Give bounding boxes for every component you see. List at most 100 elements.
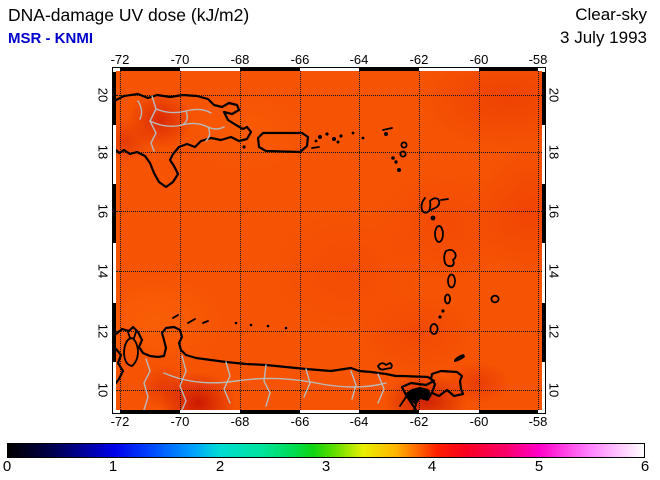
lon-tick-bottom--70: -70 bbox=[170, 414, 190, 429]
coastline-guajira bbox=[116, 347, 125, 385]
island-marie-galante bbox=[430, 215, 436, 221]
lon-tick-bottom--68: -68 bbox=[230, 414, 250, 429]
zebra-segment bbox=[541, 362, 545, 413]
zebra-segment bbox=[538, 68, 545, 72]
colorbar-label-5: 5 bbox=[534, 458, 544, 475]
gridline-lon--58 bbox=[538, 71, 539, 410]
zebra-segment bbox=[300, 409, 359, 413]
zebra-segment bbox=[180, 68, 240, 72]
island-anguilla bbox=[382, 127, 393, 131]
island-st-kitts bbox=[391, 156, 395, 160]
lon-tick-top--58: -58 bbox=[528, 52, 548, 67]
lon-tick-top--66: -66 bbox=[290, 52, 310, 67]
lat-tick-right-14: 14 bbox=[546, 263, 562, 279]
gridline-lon--62 bbox=[419, 71, 420, 410]
colorbar-label-1: 1 bbox=[108, 458, 118, 475]
zebra-segment bbox=[419, 68, 479, 72]
zebra-segment bbox=[541, 243, 545, 303]
island-guadeloupe bbox=[420, 197, 441, 214]
island-vieques bbox=[311, 146, 320, 149]
island-st-martin bbox=[384, 132, 388, 136]
gridline-lon--70 bbox=[180, 71, 181, 410]
island-grenadines-2 bbox=[438, 315, 442, 319]
lat-tick-left-18: 18 bbox=[95, 144, 111, 160]
island-montserrat bbox=[397, 168, 401, 172]
island-martinique bbox=[443, 248, 457, 268]
map-plot-area bbox=[116, 71, 542, 410]
island-mona bbox=[242, 145, 246, 149]
gridline-lat-18 bbox=[116, 152, 542, 153]
island-aruba bbox=[172, 314, 179, 319]
page-title: DNA-damage UV dose (kJ/m2) bbox=[8, 5, 250, 25]
date-label: 3 July 1993 bbox=[560, 28, 647, 47]
zebra-segment bbox=[113, 362, 117, 413]
colorbar-label-3: 3 bbox=[321, 458, 331, 475]
lon-tick-bottom--66: -66 bbox=[290, 414, 310, 429]
colorbar bbox=[7, 443, 645, 458]
colorbar-label-2: 2 bbox=[215, 458, 225, 475]
islands-los-roques bbox=[234, 321, 288, 330]
lon-tick-top--60: -60 bbox=[469, 52, 489, 67]
colorbar-label-0: 0 bbox=[2, 458, 12, 475]
coastline-hispaniola bbox=[116, 92, 253, 189]
zebra-segment bbox=[419, 409, 479, 413]
lon-tick-bottom--62: -62 bbox=[409, 414, 429, 429]
island-trinidad bbox=[429, 369, 465, 398]
lon-tick-top--72: -72 bbox=[110, 52, 130, 67]
lat-tick-right-20: 20 bbox=[546, 87, 562, 103]
border-haiti-dr bbox=[149, 95, 157, 152]
lon-tick-bottom--72: -72 bbox=[110, 414, 130, 429]
lon-tick-top--64: -64 bbox=[349, 52, 369, 67]
lon-tick-bottom--58: -58 bbox=[528, 414, 548, 429]
lat-tick-left-14: 14 bbox=[95, 263, 111, 279]
colorbar-label-4: 4 bbox=[427, 458, 437, 475]
island-antigua bbox=[399, 150, 407, 158]
island-grenada bbox=[429, 323, 439, 335]
gridline-lon--64 bbox=[359, 71, 360, 410]
lat-tick-left-10: 10 bbox=[95, 382, 111, 398]
coastline-south-america bbox=[116, 325, 436, 410]
borders-venezuela-2 bbox=[163, 372, 387, 388]
lon-tick-bottom--60: -60 bbox=[469, 414, 489, 429]
coastlines-layer bbox=[116, 92, 500, 410]
zebra-segment bbox=[300, 68, 359, 72]
zebra-segment bbox=[113, 243, 117, 303]
lon-tick-bottom--64: -64 bbox=[349, 414, 369, 429]
island-barbuda bbox=[400, 141, 408, 149]
organisation-label: MSR - KNMI bbox=[8, 30, 93, 47]
island-margarita bbox=[377, 362, 393, 371]
lon-tick-top--62: -62 bbox=[409, 52, 429, 67]
gridline-lon--72 bbox=[120, 71, 121, 410]
lon-tick-top--70: -70 bbox=[170, 52, 190, 67]
gridline-lat-14 bbox=[116, 271, 542, 272]
island-desirade bbox=[440, 198, 449, 201]
gridline-lon--60 bbox=[479, 71, 480, 410]
lat-tick-left-20: 20 bbox=[95, 87, 111, 103]
gridline-lat-10 bbox=[116, 390, 542, 391]
lat-tick-right-16: 16 bbox=[546, 203, 562, 219]
zebra-segment bbox=[541, 125, 545, 184]
rivers-hispaniola-2 bbox=[149, 120, 225, 130]
coastline-puerto-rico bbox=[256, 131, 310, 154]
island-st-vincent bbox=[443, 293, 451, 305]
lat-tick-left-16: 16 bbox=[95, 203, 111, 219]
lake-maracaibo bbox=[123, 331, 139, 367]
island-tobago bbox=[454, 354, 465, 362]
lat-tick-right-10: 10 bbox=[546, 382, 562, 398]
lat-tick-right-18: 18 bbox=[546, 144, 562, 160]
lat-tick-left-12: 12 bbox=[95, 323, 111, 339]
gridline-lat-20 bbox=[116, 95, 542, 96]
island-nevis bbox=[394, 160, 398, 164]
sky-condition-label: Clear-sky bbox=[575, 5, 647, 24]
zebra-segment bbox=[113, 68, 120, 72]
island-st-lucia bbox=[447, 273, 456, 289]
map-frame bbox=[112, 67, 546, 414]
island-dominica bbox=[434, 225, 444, 243]
gridline-lon--68 bbox=[240, 71, 241, 410]
zebra-segment bbox=[113, 125, 117, 184]
island-curacao bbox=[187, 318, 196, 324]
island-barbados bbox=[490, 294, 500, 304]
virgin-islands bbox=[318, 131, 365, 144]
colorbar-label-6: 6 bbox=[640, 458, 650, 475]
lon-tick-top--68: -68 bbox=[230, 52, 250, 67]
